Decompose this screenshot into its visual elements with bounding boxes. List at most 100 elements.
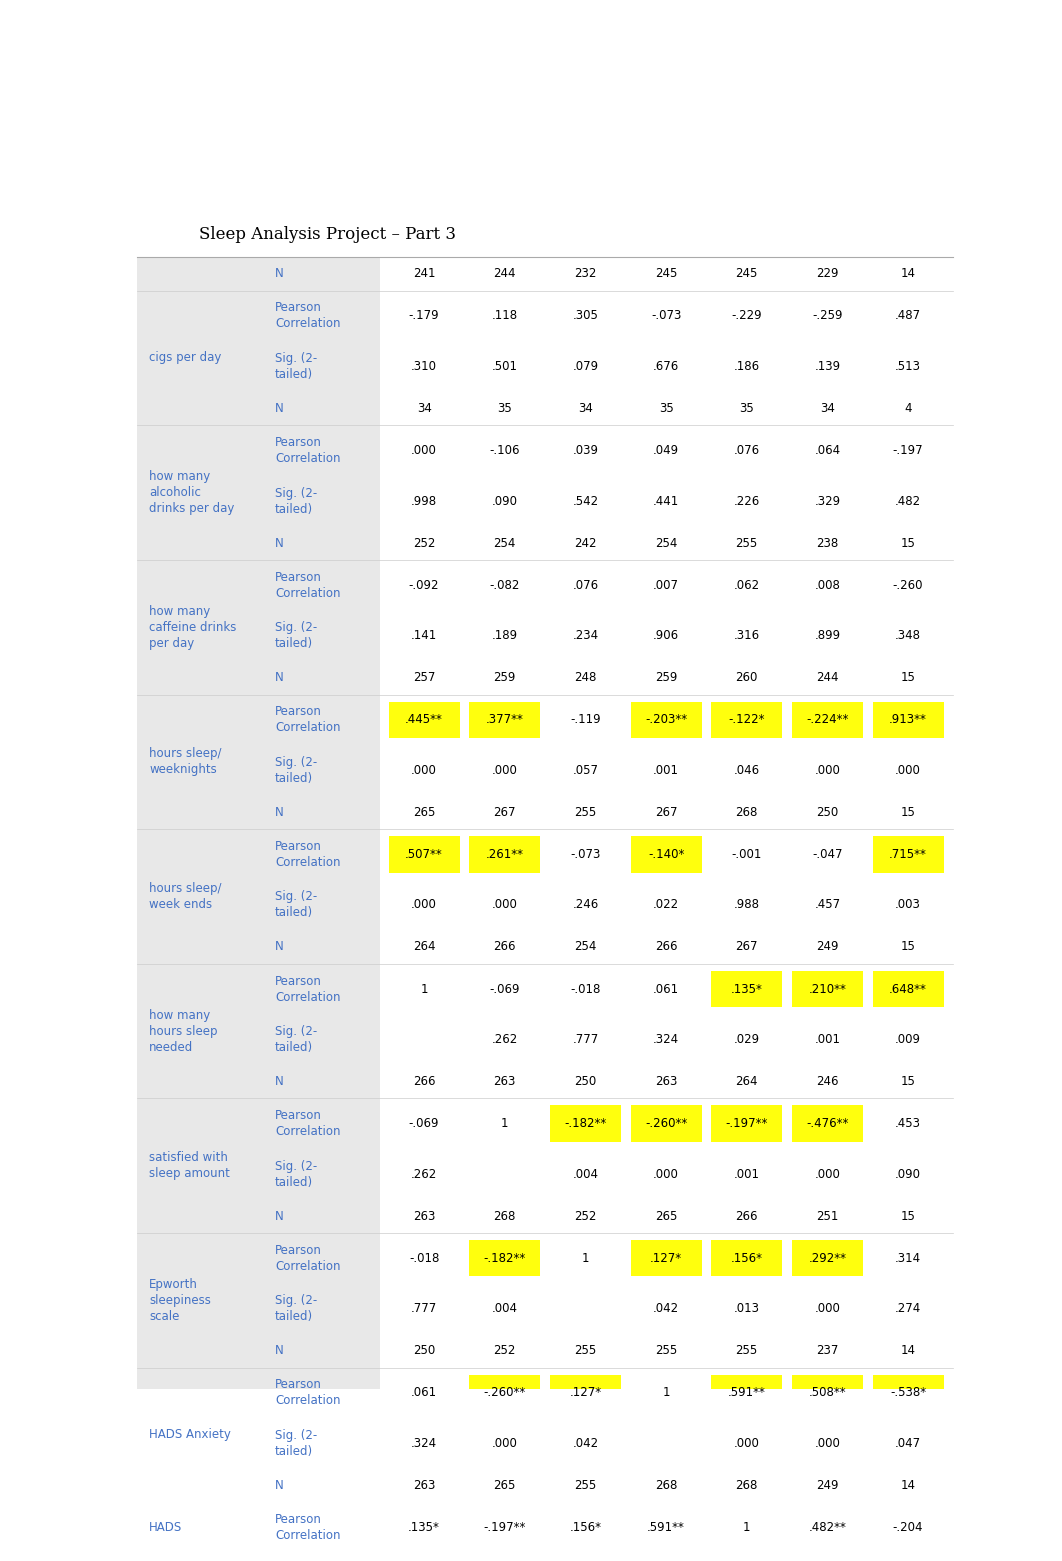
Text: .139: .139 bbox=[815, 361, 840, 373]
Text: 263: 263 bbox=[494, 1076, 516, 1088]
Text: .000: .000 bbox=[492, 899, 517, 912]
Text: .453: .453 bbox=[895, 1118, 921, 1130]
Text: .542: .542 bbox=[572, 495, 599, 507]
Text: .591**: .591** bbox=[727, 1386, 766, 1399]
Text: N: N bbox=[275, 1076, 284, 1088]
Text: 255: 255 bbox=[575, 805, 597, 820]
Text: 266: 266 bbox=[413, 1076, 435, 1088]
Text: .047: .047 bbox=[895, 1436, 921, 1450]
Text: .998: .998 bbox=[411, 495, 438, 507]
Text: 263: 263 bbox=[655, 1076, 678, 1088]
Bar bbox=[792, 1105, 863, 1141]
Bar bbox=[137, 1367, 380, 1502]
Text: 229: 229 bbox=[817, 267, 839, 281]
Text: .000: .000 bbox=[411, 763, 438, 777]
Text: 268: 268 bbox=[736, 1478, 758, 1492]
Text: -.229: -.229 bbox=[732, 309, 763, 323]
Text: .314: .314 bbox=[895, 1252, 921, 1264]
Text: 265: 265 bbox=[413, 805, 435, 820]
Text: how many
caffeine drinks
per day: how many caffeine drinks per day bbox=[149, 604, 237, 649]
Bar bbox=[631, 701, 702, 738]
Text: 15: 15 bbox=[901, 537, 915, 549]
Text: 264: 264 bbox=[413, 940, 435, 954]
Text: Sig. (2-
tailed): Sig. (2- tailed) bbox=[275, 487, 318, 515]
Text: .262: .262 bbox=[411, 1168, 438, 1180]
Bar bbox=[873, 837, 943, 873]
Text: 255: 255 bbox=[736, 1344, 758, 1358]
Text: Pearson
Correlation: Pearson Correlation bbox=[275, 1244, 341, 1272]
Text: Sig. (2-
tailed): Sig. (2- tailed) bbox=[275, 1428, 318, 1458]
Text: .482: .482 bbox=[895, 495, 921, 507]
Text: 35: 35 bbox=[497, 403, 512, 415]
Text: .234: .234 bbox=[572, 629, 599, 642]
Text: 1: 1 bbox=[582, 1252, 589, 1264]
Text: .591**: .591** bbox=[647, 1520, 685, 1534]
Bar bbox=[380, 829, 953, 963]
Text: hours sleep/
week ends: hours sleep/ week ends bbox=[149, 882, 222, 912]
Text: .042: .042 bbox=[653, 1302, 679, 1316]
Text: .076: .076 bbox=[572, 579, 599, 592]
Text: 254: 254 bbox=[494, 537, 516, 549]
Text: Sig. (2-
tailed): Sig. (2- tailed) bbox=[275, 621, 318, 649]
Text: Pearson
Correlation: Pearson Correlation bbox=[275, 974, 341, 1004]
Bar bbox=[380, 290, 953, 425]
Text: Pearson
Correlation: Pearson Correlation bbox=[275, 436, 341, 465]
Text: 265: 265 bbox=[494, 1478, 516, 1492]
Bar bbox=[712, 971, 783, 1007]
Text: -.197**: -.197** bbox=[483, 1520, 526, 1534]
Text: 263: 263 bbox=[413, 1478, 435, 1492]
Text: .046: .046 bbox=[734, 763, 759, 777]
Text: .676: .676 bbox=[653, 361, 680, 373]
Text: .508**: .508** bbox=[808, 1386, 846, 1399]
Text: 1: 1 bbox=[501, 1118, 509, 1130]
Text: .507**: .507** bbox=[406, 848, 443, 862]
Bar bbox=[389, 837, 460, 873]
Bar bbox=[873, 701, 943, 738]
Text: 255: 255 bbox=[655, 1344, 678, 1358]
Text: 34: 34 bbox=[416, 403, 431, 415]
Text: 268: 268 bbox=[736, 805, 758, 820]
Text: .064: .064 bbox=[815, 443, 840, 457]
Text: 265: 265 bbox=[655, 1210, 678, 1222]
Bar bbox=[631, 837, 702, 873]
Text: 245: 245 bbox=[655, 267, 678, 281]
Bar bbox=[137, 290, 380, 425]
Text: -.260**: -.260** bbox=[483, 1386, 526, 1399]
Text: .000: .000 bbox=[492, 763, 517, 777]
Text: 14: 14 bbox=[901, 1478, 915, 1492]
Text: how many
hours sleep
needed: how many hours sleep needed bbox=[149, 1008, 218, 1054]
Text: 237: 237 bbox=[817, 1344, 839, 1358]
Bar bbox=[631, 1509, 702, 1545]
Text: .715**: .715** bbox=[889, 848, 927, 862]
Text: .186: .186 bbox=[734, 361, 759, 373]
Text: N: N bbox=[275, 537, 284, 549]
Bar bbox=[469, 701, 541, 738]
Text: 268: 268 bbox=[655, 1478, 678, 1492]
Text: .127*: .127* bbox=[650, 1252, 682, 1264]
Text: .156*: .156* bbox=[569, 1520, 601, 1534]
Text: .022: .022 bbox=[653, 899, 679, 912]
Text: -.259: -.259 bbox=[812, 309, 842, 323]
Text: 252: 252 bbox=[494, 1344, 516, 1358]
Text: .007: .007 bbox=[653, 579, 679, 592]
Bar bbox=[792, 1375, 863, 1411]
Text: 246: 246 bbox=[817, 1076, 839, 1088]
Bar bbox=[137, 1099, 380, 1233]
Text: .000: .000 bbox=[895, 763, 921, 777]
Text: .777: .777 bbox=[572, 1033, 599, 1046]
Bar bbox=[469, 1375, 541, 1411]
Text: 35: 35 bbox=[739, 403, 754, 415]
Text: 249: 249 bbox=[817, 1478, 839, 1492]
Text: 15: 15 bbox=[901, 805, 915, 820]
Text: how many
alcoholic
drinks per day: how many alcoholic drinks per day bbox=[149, 470, 235, 515]
Bar bbox=[137, 425, 380, 560]
Text: 242: 242 bbox=[575, 537, 597, 549]
Text: .441: .441 bbox=[653, 495, 680, 507]
Text: -.179: -.179 bbox=[409, 309, 440, 323]
Text: -.476**: -.476** bbox=[806, 1118, 849, 1130]
Text: N: N bbox=[275, 1344, 284, 1358]
Text: -.001: -.001 bbox=[732, 848, 761, 862]
Text: Sleep Analysis Project – Part 3: Sleep Analysis Project – Part 3 bbox=[199, 226, 456, 244]
Text: Sig. (2-
tailed): Sig. (2- tailed) bbox=[275, 351, 318, 381]
Text: .777: .777 bbox=[411, 1302, 438, 1316]
